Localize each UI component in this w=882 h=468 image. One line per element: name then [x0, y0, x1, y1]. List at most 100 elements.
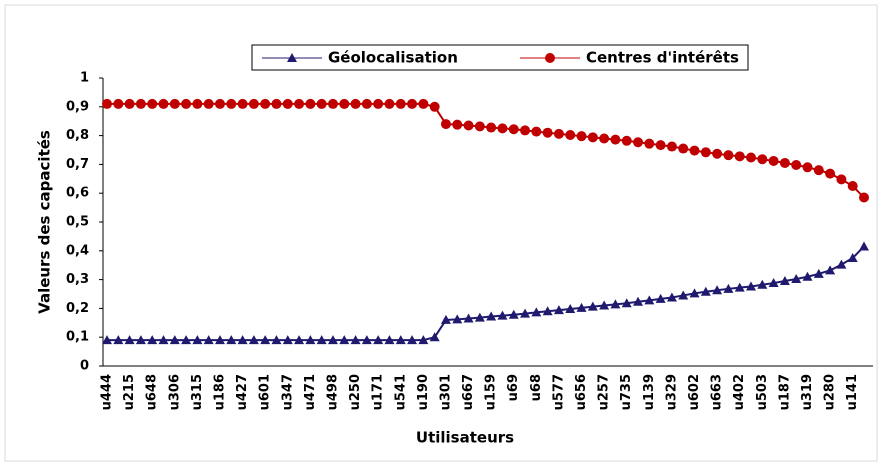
- x-tick-label: u159: [484, 374, 499, 410]
- point: [237, 98, 248, 109]
- y-tick-label: 0,5: [66, 215, 89, 230]
- point: [260, 98, 271, 109]
- x-tick-label: u498: [325, 374, 340, 410]
- point: [779, 157, 790, 168]
- x-tick-label: u541: [393, 374, 408, 410]
- y-tick-label: 0,2: [66, 301, 89, 316]
- x-tick-label: u306: [167, 374, 182, 410]
- point: [124, 335, 135, 345]
- point: [192, 98, 203, 109]
- point: [689, 145, 700, 156]
- point: [452, 119, 463, 130]
- point: [305, 335, 316, 345]
- point: [610, 134, 621, 145]
- point: [689, 288, 700, 298]
- point: [599, 133, 610, 144]
- x-tick-label: u171: [371, 374, 386, 410]
- point: [305, 98, 316, 109]
- y-tick-label: 0,8: [66, 128, 89, 143]
- point: [712, 148, 723, 159]
- point: [407, 335, 418, 345]
- point: [316, 98, 327, 109]
- x-tick-label: u471: [303, 374, 318, 410]
- point: [587, 301, 598, 311]
- point: [633, 137, 644, 148]
- point: [169, 335, 180, 345]
- x-tick-label: u280: [823, 374, 838, 410]
- point: [316, 335, 327, 345]
- point: [847, 253, 858, 262]
- point: [248, 98, 259, 109]
- x-tick-label: u187: [777, 374, 792, 410]
- point: [542, 127, 553, 138]
- point: [746, 152, 757, 163]
- point: [678, 143, 689, 154]
- point: [791, 274, 802, 284]
- x-tick-label: u141: [845, 374, 860, 410]
- legend-marker: [287, 53, 297, 62]
- point: [373, 98, 384, 109]
- point: [158, 98, 169, 109]
- point: [486, 122, 497, 133]
- point: [294, 98, 305, 109]
- point: [463, 120, 474, 131]
- x-tick-label: u503: [755, 374, 770, 410]
- point: [768, 155, 779, 166]
- point: [723, 283, 734, 293]
- x-tick-label: u69: [506, 374, 521, 401]
- point: [644, 295, 655, 305]
- point: [361, 335, 372, 345]
- point: [203, 335, 214, 345]
- point: [429, 332, 440, 342]
- point: [553, 128, 564, 139]
- point: [214, 335, 225, 345]
- point: [339, 335, 350, 345]
- y-tick-label: 1: [80, 71, 89, 86]
- y-tick-label: 0: [80, 359, 89, 374]
- point: [147, 335, 158, 345]
- point: [384, 98, 395, 109]
- x-tick-label: u215: [122, 374, 137, 410]
- point: [825, 168, 836, 179]
- x-tick-label: u347: [280, 374, 295, 410]
- point: [813, 165, 824, 176]
- point: [587, 132, 598, 143]
- point: [395, 98, 406, 109]
- x-tick-label: u319: [800, 374, 815, 410]
- point: [158, 335, 169, 345]
- point: [734, 151, 745, 162]
- point: [610, 299, 621, 309]
- point: [825, 265, 836, 275]
- point: [113, 98, 124, 109]
- x-tick-label: u257: [597, 374, 612, 410]
- point: [271, 335, 282, 345]
- point: [294, 335, 305, 345]
- x-tick-label: u315: [190, 374, 205, 410]
- x-tick-label: u602: [687, 374, 702, 410]
- point: [147, 98, 158, 109]
- point: [531, 126, 542, 137]
- point: [712, 285, 723, 295]
- point: [135, 335, 146, 345]
- point: [339, 98, 350, 109]
- x-tick-label: u402: [732, 374, 747, 410]
- point: [757, 279, 768, 289]
- point: [102, 98, 112, 109]
- point: [214, 98, 225, 109]
- point: [474, 121, 485, 132]
- point: [384, 335, 395, 345]
- x-tick-label: u139: [642, 374, 657, 410]
- point: [520, 125, 531, 136]
- point: [497, 123, 508, 134]
- point: [169, 98, 180, 109]
- point: [327, 335, 338, 345]
- point: [621, 298, 632, 308]
- point: [181, 98, 192, 109]
- point: [282, 335, 293, 345]
- y-tick-label: 0,7: [66, 157, 89, 172]
- point: [700, 147, 711, 158]
- point: [666, 292, 677, 302]
- point: [440, 119, 451, 130]
- x-tick-label: u186: [212, 374, 227, 410]
- point: [135, 98, 146, 109]
